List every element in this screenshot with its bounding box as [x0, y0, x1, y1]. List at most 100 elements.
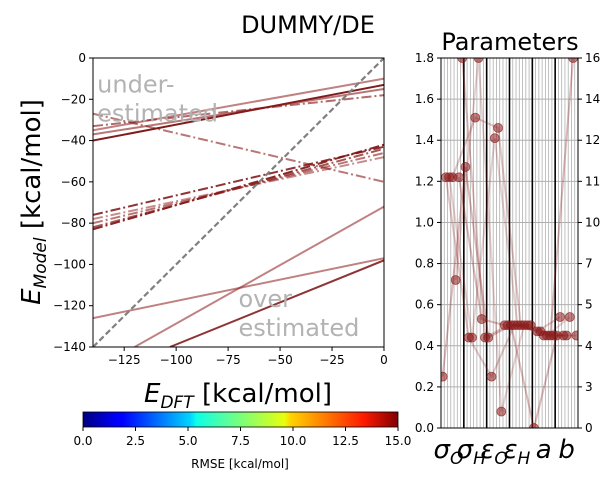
param-right-tick-label: 0: [585, 421, 593, 435]
annotation-line: under-: [97, 71, 174, 99]
parameter-point: [486, 371, 497, 382]
parameter-point: [454, 172, 464, 183]
parameter-category-label: σO: [433, 435, 463, 469]
parameter-point: [457, 58, 468, 63]
parameter-point: [525, 320, 536, 331]
parameters-chart: Parameters 0.0 0.2 0.4 0.6 0.8 1.0 1.2 1.4 1.6 1.…: [415, 28, 600, 469]
axis-label-unit: [kcal/mol]: [17, 99, 47, 237]
y-tick-label: −40: [61, 134, 86, 148]
param-left-tick-label: 1.6: [415, 92, 434, 106]
y-tick-label: −100: [53, 257, 86, 271]
model-series-line-12: [134, 205, 384, 347]
y-tick-label: −140: [53, 340, 86, 354]
axis-label-symbol: E: [144, 379, 161, 409]
parameter-category-label: εH: [503, 435, 530, 469]
model-series-line-4: [93, 94, 384, 128]
parameter-category-label: εO: [480, 435, 507, 469]
parameter-point: [483, 332, 494, 343]
colorbar-gradient: [82, 411, 399, 428]
y-tick-label: 0: [78, 51, 86, 65]
annotation-line: estimated: [97, 100, 218, 128]
category-subscript: H: [473, 449, 486, 469]
category-symbol: a: [536, 435, 552, 465]
param-right-tick-label: 3: [585, 380, 593, 394]
param-left-tick-label: 1.4: [415, 133, 434, 147]
colorbar: 0.0 2.5 5.0 7.5 10.0 12.5 15.0 RMSE [kcal/mol]: [73, 411, 412, 471]
category-subscript: H: [518, 449, 531, 469]
parameter-category-label: a: [536, 435, 552, 465]
annotation-line: over: [239, 285, 293, 313]
param-left-tick-label: 0.0: [415, 421, 434, 435]
colorbar-label: RMSE [kcal/mol]: [191, 457, 289, 471]
x-tick-label: 0: [380, 353, 388, 367]
model-series-line-1: [93, 83, 384, 142]
parameter-point: [493, 122, 503, 133]
axis-label-symbol: E: [17, 288, 47, 305]
param-right-tick-label: 4: [585, 339, 593, 353]
x-tick-label: −50: [267, 353, 292, 367]
parameter-point: [441, 371, 448, 382]
axis-label-subscript: Model: [31, 237, 51, 288]
category-subscript: O: [450, 449, 463, 469]
model-series-line-2: [93, 87, 384, 136]
model-series-line-10: [93, 145, 384, 216]
parameter-point: [529, 423, 539, 428]
param-left-tick-label: 0.4: [415, 339, 434, 353]
colorbar-tick-label: 7.5: [231, 434, 250, 448]
colorbar-tick-label: 0.0: [73, 434, 92, 448]
category-symbol: b: [558, 435, 575, 465]
param-left-tick-label: 0.8: [415, 257, 434, 271]
param-left-tick-label: 0.6: [415, 298, 434, 312]
parameters-title: Parameters: [441, 28, 578, 56]
param-right-tick-label: 7: [585, 257, 593, 271]
parameter-point: [489, 133, 500, 144]
parameter-point: [460, 162, 471, 172]
parameter-point: [450, 275, 461, 285]
axis-label-subscript: DFT: [160, 393, 195, 413]
parameter-point: [561, 330, 572, 341]
param-left-tick-label: 1.0: [415, 215, 434, 229]
parameter-point: [467, 332, 477, 343]
annotation-underestimated: under-estimated: [97, 71, 218, 128]
category-symbol: σ: [433, 435, 451, 465]
parity-line: [93, 58, 384, 347]
colorbar-tick-label: 12.5: [332, 434, 359, 448]
param-left-tick-label: 1.8: [415, 51, 434, 65]
param-right-tick-label: 5: [585, 298, 593, 312]
param-right-tick-label: 10: [585, 215, 600, 229]
param-right-tick-label: 12: [585, 133, 600, 147]
figure-title: DUMMY/DE: [241, 11, 375, 39]
param-right-tick-label: 14: [585, 92, 600, 106]
model-series-line-3: [93, 77, 384, 132]
model-series-line-13: [169, 259, 384, 347]
parameter-point: [564, 312, 575, 322]
parameters-frame: [440, 57, 579, 429]
category-symbol: ε: [480, 435, 494, 465]
parameter-category-label: σH: [457, 435, 486, 469]
x-tick-label: −125: [108, 353, 141, 367]
param-left-tick-label: 1.2: [415, 174, 434, 188]
category-subscript: O: [494, 449, 507, 469]
x-tick-label: −100: [160, 353, 193, 367]
param-right-tick-label: 11: [585, 174, 600, 188]
parameter-point: [470, 112, 481, 123]
colorbar-tick-label: 15.0: [385, 434, 412, 448]
parameter-point: [496, 406, 507, 417]
parameter-point: [571, 330, 578, 341]
parameter-point: [476, 314, 487, 324]
y-tick-label: −80: [61, 216, 86, 230]
category-symbol: ε: [503, 435, 517, 465]
x-tick-label: −25: [319, 353, 344, 367]
model-series-line-9: [93, 156, 384, 220]
y-tick-label: −20: [61, 92, 86, 106]
colorbar-tick-label: 2.5: [126, 434, 145, 448]
x-tick-label: −75: [215, 353, 240, 367]
parity-y-axis-label: EModel [kcal/mol]: [17, 99, 51, 305]
annotation-overestimated: over estimated: [239, 285, 360, 342]
colorbar-tick-label: 5.0: [178, 434, 197, 448]
parity-chart-frame: [92, 57, 385, 348]
category-symbol: σ: [457, 435, 475, 465]
y-tick-label: −120: [53, 299, 86, 313]
